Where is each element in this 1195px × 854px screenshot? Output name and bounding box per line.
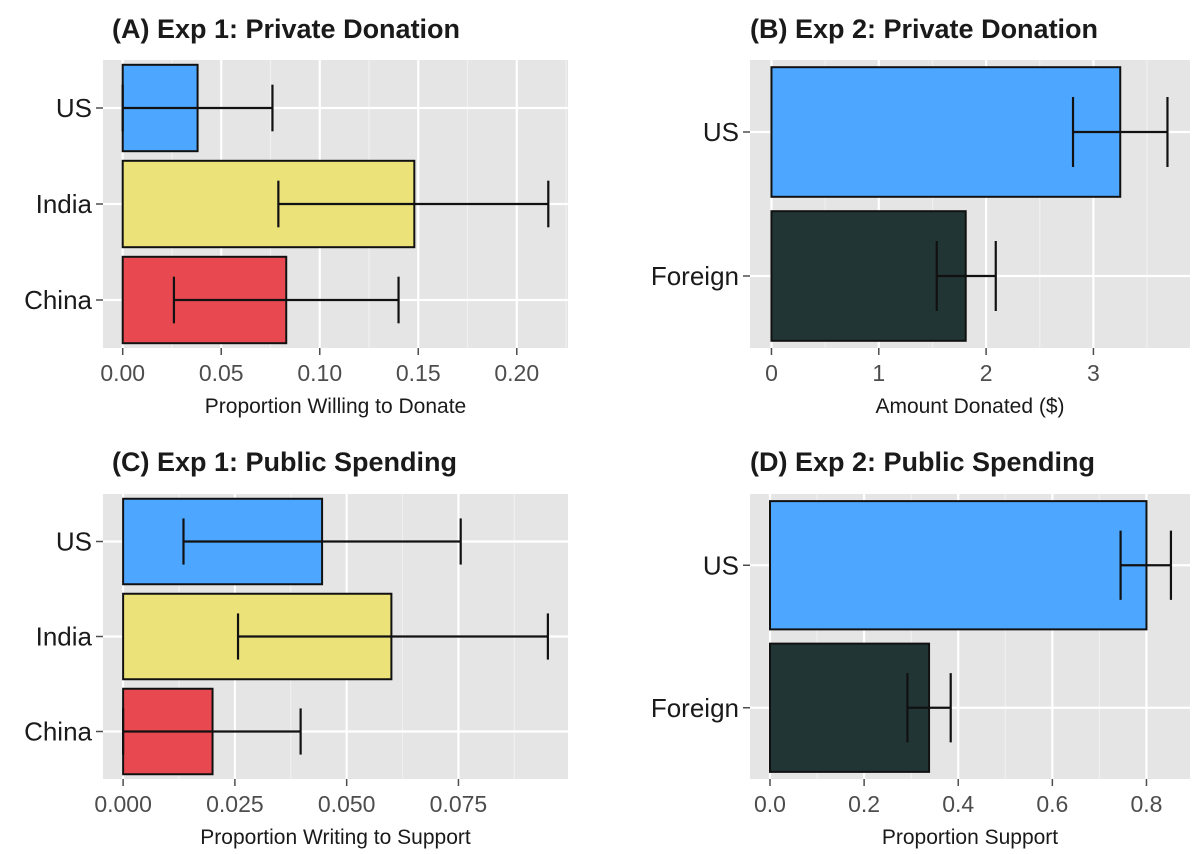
y-tick-label-us: US	[703, 117, 739, 147]
panel-title: (C) Exp 1: Public Spending	[112, 447, 457, 477]
panel-title: (A) Exp 1: Private Donation	[112, 14, 460, 44]
error-bar-india	[277, 180, 550, 228]
x-tick-label: 0.075	[430, 791, 488, 817]
bar-foreign	[770, 210, 967, 342]
bar-foreign	[769, 642, 931, 773]
panel-title: (D) Exp 2: Public Spending	[750, 447, 1095, 477]
y-tick-label-india: India	[36, 189, 93, 219]
y-tick-label-india: India	[36, 622, 93, 652]
x-axis-label: Proportion Support	[882, 826, 1058, 849]
x-tick-label: 0.025	[206, 791, 264, 817]
y-tick-label-foreign: Foreign	[651, 261, 739, 291]
y-tick-label-us: US	[56, 93, 92, 123]
error-bar-us	[121, 84, 274, 132]
error-bar-foreign	[906, 673, 952, 743]
x-tick-label: 0.20	[494, 360, 539, 386]
bar-us	[770, 66, 1122, 198]
panel-a: US India China 0.00 0.05 0.10 0.15 0.20 (A) Exp …	[24, 14, 568, 418]
x-axis-label: Amount Donated ($)	[875, 395, 1064, 418]
y-tick-label-china: China	[24, 285, 92, 315]
error-bar-india	[236, 613, 549, 660]
x-tick-label: 0.8	[1130, 791, 1162, 817]
bar-us	[769, 500, 1148, 631]
x-axis-label: Proportion Willing to Donate	[205, 395, 466, 418]
panel-d: US Foreign 0.0 0.2 0.4 0.6 0.8 (D) Exp 2: Publi…	[651, 447, 1190, 849]
panel-b: US Foreign 0 1 2 3 (B) Exp 2: Private Donation…	[651, 14, 1190, 418]
x-tick-label: 0.05	[199, 360, 244, 386]
x-tick-label: 1	[872, 360, 885, 386]
x-tick-label: 0.00	[100, 360, 145, 386]
x-tick-label: 2	[980, 360, 993, 386]
x-tick-label: 0.2	[848, 791, 880, 817]
x-tick-label: 0.10	[297, 360, 342, 386]
y-tick-label-us: US	[703, 550, 739, 580]
y-tick-label-china: China	[24, 717, 92, 747]
x-tick-label: 0.4	[942, 791, 974, 817]
y-tick-label-foreign: Foreign	[651, 693, 739, 723]
x-tick-label: 0.6	[1036, 791, 1068, 817]
error-bar-us	[1071, 97, 1169, 167]
x-tick-label: 0.15	[396, 360, 441, 386]
x-tick-label: 0.050	[318, 791, 376, 817]
panel-c: US India China 0.000 0.025 0.050 0.075 (C) Exp …	[24, 447, 568, 849]
x-tick-label: 0.000	[94, 791, 152, 817]
error-bar-foreign	[935, 241, 997, 311]
error-bar-china	[172, 276, 400, 324]
y-tick-label-us: US	[56, 527, 92, 557]
error-bar-us	[1119, 530, 1173, 600]
x-tick-label: 0.0	[754, 791, 786, 817]
panel-title: (B) Exp 2: Private Donation	[750, 14, 1098, 44]
x-tick-label: 0	[765, 360, 778, 386]
x-axis-label: Proportion Writing to Support	[200, 826, 471, 849]
error-bar-us	[182, 518, 462, 565]
error-bar-china	[122, 708, 302, 755]
x-tick-label: 3	[1087, 360, 1100, 386]
